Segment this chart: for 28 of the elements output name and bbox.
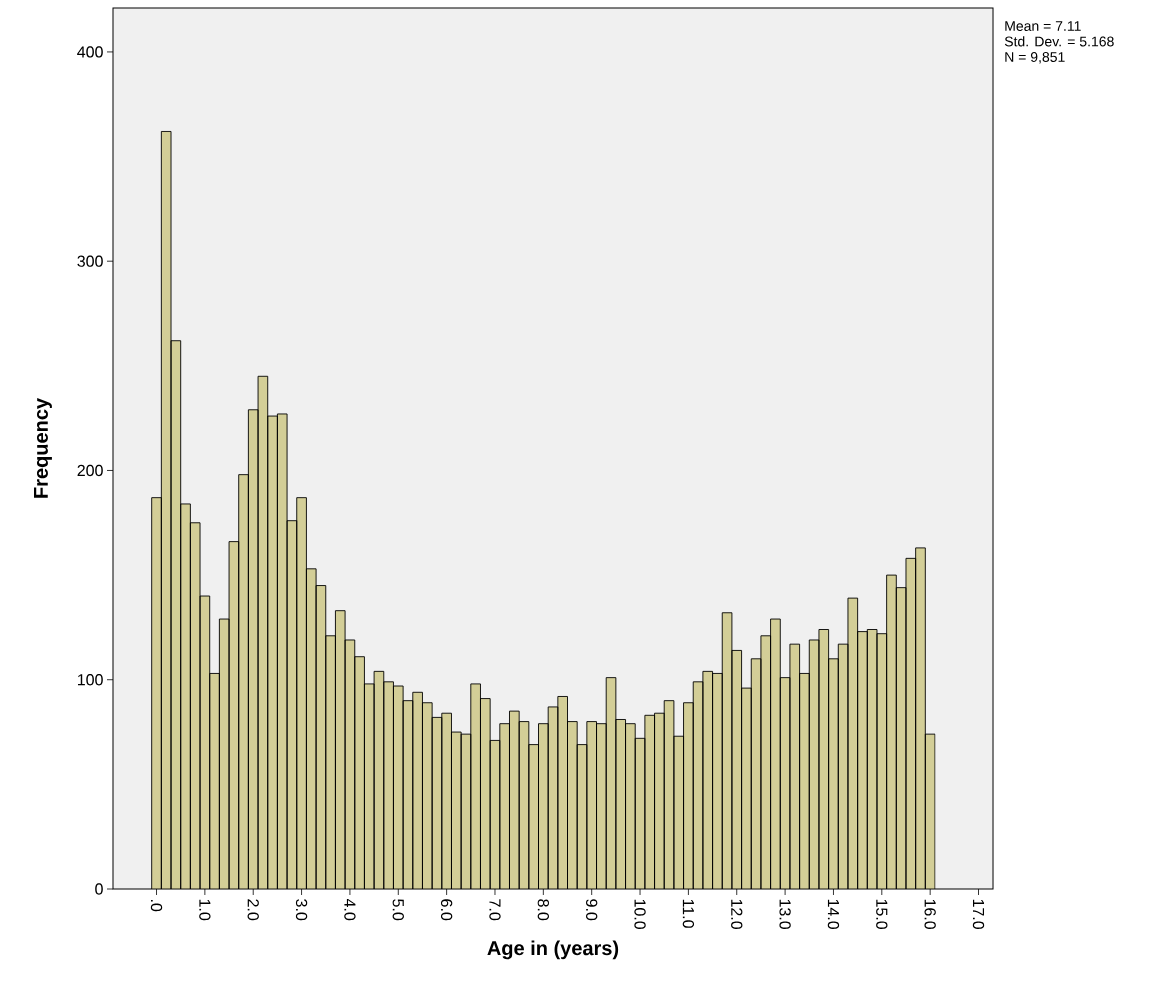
x-tick-label: 9.0 (586, 899, 598, 921)
x-tick-label: 5.0 (392, 899, 404, 921)
text: Mean = 7.11 (1005, 21, 1081, 31)
x-tick-label: 12.0 (731, 899, 743, 930)
x-tick-label: 2.0 (247, 899, 259, 921)
y-tick-label: 0 (95, 883, 103, 895)
x-tick-label: 14.0 (827, 899, 840, 930)
y-tick-label: 300 (77, 255, 103, 267)
x-tick-label: 10.0 (634, 899, 646, 930)
x-tick-label: 6.0 (440, 899, 453, 921)
x-tick-label: 7.0 (489, 899, 501, 921)
x-tick-label: 1.0 (199, 899, 211, 921)
text: Std. Dev. = 5.168 (1004, 36, 1114, 47)
x-tick-label: 11.0 (682, 899, 695, 928)
text: N = 9,851 (1005, 52, 1065, 64)
y-tick-label: 400 (77, 46, 103, 58)
x-tick-label: 15.0 (876, 899, 888, 930)
x-tick-label: 16.0 (924, 899, 936, 930)
y-tick-label: 200 (77, 464, 103, 477)
y-axis-title: Frequency (34, 398, 52, 498)
x-tick-label: 8.0 (537, 899, 549, 921)
x-tick-label: 4.0 (344, 898, 356, 921)
x-tick-label: 13.0 (779, 899, 791, 930)
y-tick-label: 100 (78, 674, 103, 686)
x-tick-label: 3.0 (295, 899, 308, 921)
x-tick-label: .0 (150, 899, 163, 912)
x-axis-title: Age in (years) (487, 940, 619, 960)
x-tick-label: 17.0 (972, 899, 985, 930)
